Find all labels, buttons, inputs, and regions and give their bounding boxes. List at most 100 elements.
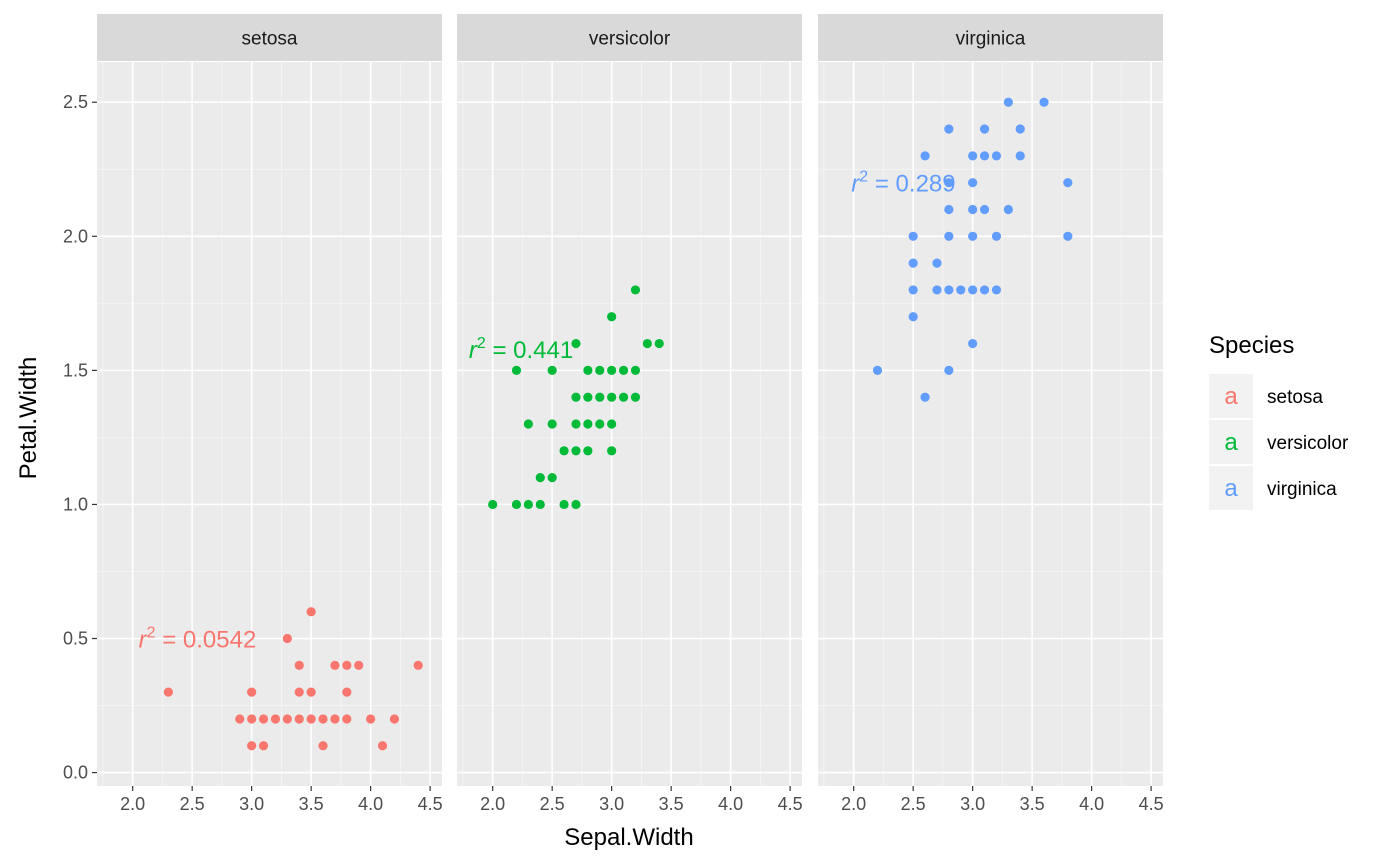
data-point — [258, 741, 269, 751]
data-point — [413, 660, 423, 670]
data-point — [366, 714, 376, 724]
data-point — [968, 151, 978, 161]
data-point — [630, 392, 641, 402]
data-point — [607, 392, 617, 402]
data-point — [318, 714, 328, 724]
data-point — [654, 338, 664, 349]
legend-key — [1209, 420, 1253, 464]
facet-strip — [818, 14, 1163, 61]
data-point — [342, 687, 352, 697]
data-point — [488, 499, 498, 510]
data-point — [535, 499, 545, 510]
data-point — [1039, 97, 1049, 107]
legend-key-glyph: a — [1224, 475, 1238, 502]
data-point — [354, 660, 364, 670]
data-point — [547, 419, 557, 429]
x-tick-label: 2.5 — [540, 794, 565, 814]
data-point — [944, 365, 954, 375]
data-point — [991, 231, 1002, 241]
facet-strip — [97, 14, 442, 61]
data-point — [1063, 231, 1073, 241]
panel-versicolor: versicolor 2.0 2.5 3.0 3.5 4.0 4.5 r2 = 0.441 — [457, 14, 803, 814]
r-squared-annotation: r2 = 0.441 — [469, 335, 573, 364]
data-point — [294, 660, 304, 670]
data-point — [511, 499, 522, 510]
data-point — [294, 714, 304, 724]
data-point — [571, 338, 581, 349]
legend-label: virginica — [1267, 479, 1337, 500]
annotation-value: = 0.289 — [868, 171, 955, 198]
data-point — [630, 365, 641, 375]
x-tick-label: 4.0 — [1079, 794, 1104, 814]
data-point — [559, 499, 569, 510]
facet-strip-label: virginica — [956, 29, 1026, 50]
legend-keys: a setosa a versicolor a virginica — [1209, 374, 1349, 510]
data-point — [944, 231, 954, 241]
data-point — [318, 741, 328, 751]
data-point — [1063, 178, 1073, 188]
legend: Species a setosa a versicolor a virginica — [1209, 332, 1349, 510]
data-point — [968, 338, 978, 349]
data-point — [511, 365, 522, 375]
panels-layer: 0.0 0.5 1.0 1.5 2.0 2.5 setosa 2.0 2.5 3.0 3.5 4.0 4… — [63, 14, 1164, 814]
data-point — [163, 687, 173, 697]
data-point — [607, 446, 617, 456]
annotation-exponent: 2 — [147, 625, 156, 642]
data-point — [607, 365, 617, 375]
data-point — [523, 499, 533, 510]
facet-strip — [457, 14, 802, 61]
x-tick-label: 3.5 — [659, 794, 684, 814]
data-point — [547, 473, 557, 483]
data-point — [968, 204, 978, 215]
r-squared-annotation: r2 = 0.289 — [851, 169, 955, 198]
data-point — [571, 499, 581, 510]
data-point — [294, 687, 304, 697]
x-tick-label: 3.5 — [299, 794, 324, 814]
data-point — [306, 714, 316, 724]
y-axis: 0.0 0.5 1.0 1.5 2.0 2.5 — [63, 92, 97, 783]
legend-key-glyph: a — [1224, 429, 1238, 456]
data-point — [944, 124, 954, 134]
data-point — [979, 285, 990, 295]
x-tick-label: 2.5 — [180, 794, 205, 814]
data-point — [523, 419, 533, 429]
x-tick-label: 4.5 — [778, 794, 803, 814]
annotation-exponent: 2 — [859, 169, 868, 186]
data-point — [944, 204, 954, 215]
panel-virginica: virginica 2.0 2.5 3.0 3.5 4.0 4.5 r2 = 0.289 — [818, 14, 1164, 814]
data-point — [571, 392, 581, 402]
data-point — [247, 741, 257, 751]
legend-item-setosa: a setosa — [1209, 374, 1323, 418]
data-point — [247, 714, 257, 724]
data-point — [235, 714, 245, 724]
x-tick-label: 4.5 — [1139, 794, 1164, 814]
y-tick-label: 0.5 — [63, 629, 88, 649]
data-point — [956, 285, 966, 295]
x-tick-label: 2.0 — [841, 794, 866, 814]
x-axis-title: Sepal.Width — [564, 824, 693, 851]
data-point — [389, 714, 400, 724]
data-point — [270, 714, 281, 724]
data-point — [559, 446, 569, 456]
facet-strip-label: versicolor — [589, 29, 671, 50]
data-point — [979, 124, 990, 134]
y-axis-title: Petal.Width — [15, 357, 42, 480]
data-point — [618, 365, 629, 375]
panel-setosa: setosa 2.0 2.5 3.0 3.5 4.0 4.5 r2 = 0.0542 — [97, 14, 443, 814]
data-point — [247, 687, 257, 697]
data-point — [968, 285, 978, 295]
data-point — [618, 392, 629, 402]
data-point — [979, 151, 990, 161]
y-tick-label: 1.5 — [63, 360, 88, 380]
x-tick-label: 3.0 — [239, 794, 264, 814]
data-point — [583, 392, 593, 402]
data-point — [306, 687, 316, 697]
data-point — [908, 231, 918, 241]
data-point — [908, 285, 918, 295]
data-point — [908, 312, 918, 322]
annotation-value: = 0.0542 — [156, 627, 257, 654]
data-point — [595, 365, 605, 375]
y-tick-label: 2.5 — [63, 92, 88, 112]
data-point — [282, 633, 292, 644]
data-point — [258, 714, 269, 724]
